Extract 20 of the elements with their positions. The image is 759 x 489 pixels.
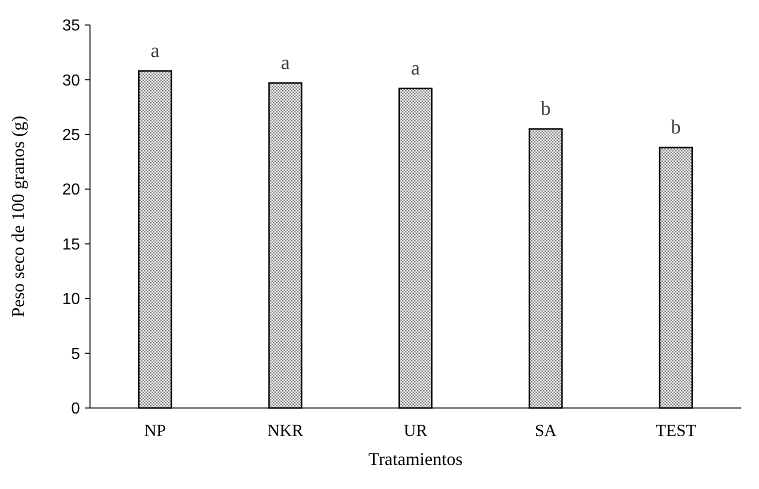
y-axis-title: Peso seco de 100 granos (g) xyxy=(8,116,28,318)
y-tick-label: 5 xyxy=(71,346,80,363)
y-tick-label: 35 xyxy=(62,18,80,35)
x-axis-title: Tratamientos xyxy=(368,449,463,469)
annotation: a xyxy=(150,40,160,62)
annotation: a xyxy=(411,57,420,80)
annotation: b xyxy=(670,116,681,139)
x-tick-label: UR xyxy=(404,421,428,440)
x-tick-label: NKR xyxy=(267,421,304,440)
x-tick-label: SA xyxy=(534,421,558,440)
x-tick-label: TEST xyxy=(656,421,697,440)
annotation: a xyxy=(280,52,290,74)
x-tick-label: NP xyxy=(144,421,166,440)
y-tick-label: 15 xyxy=(62,236,80,254)
y-tick-label: 30 xyxy=(62,72,80,90)
annotation: b xyxy=(540,98,551,120)
y-tick-label: 0 xyxy=(71,400,80,418)
y-tick-label: 20 xyxy=(62,182,80,199)
y-tick-label: 25 xyxy=(62,127,80,144)
y-tick-label: 10 xyxy=(62,291,80,308)
